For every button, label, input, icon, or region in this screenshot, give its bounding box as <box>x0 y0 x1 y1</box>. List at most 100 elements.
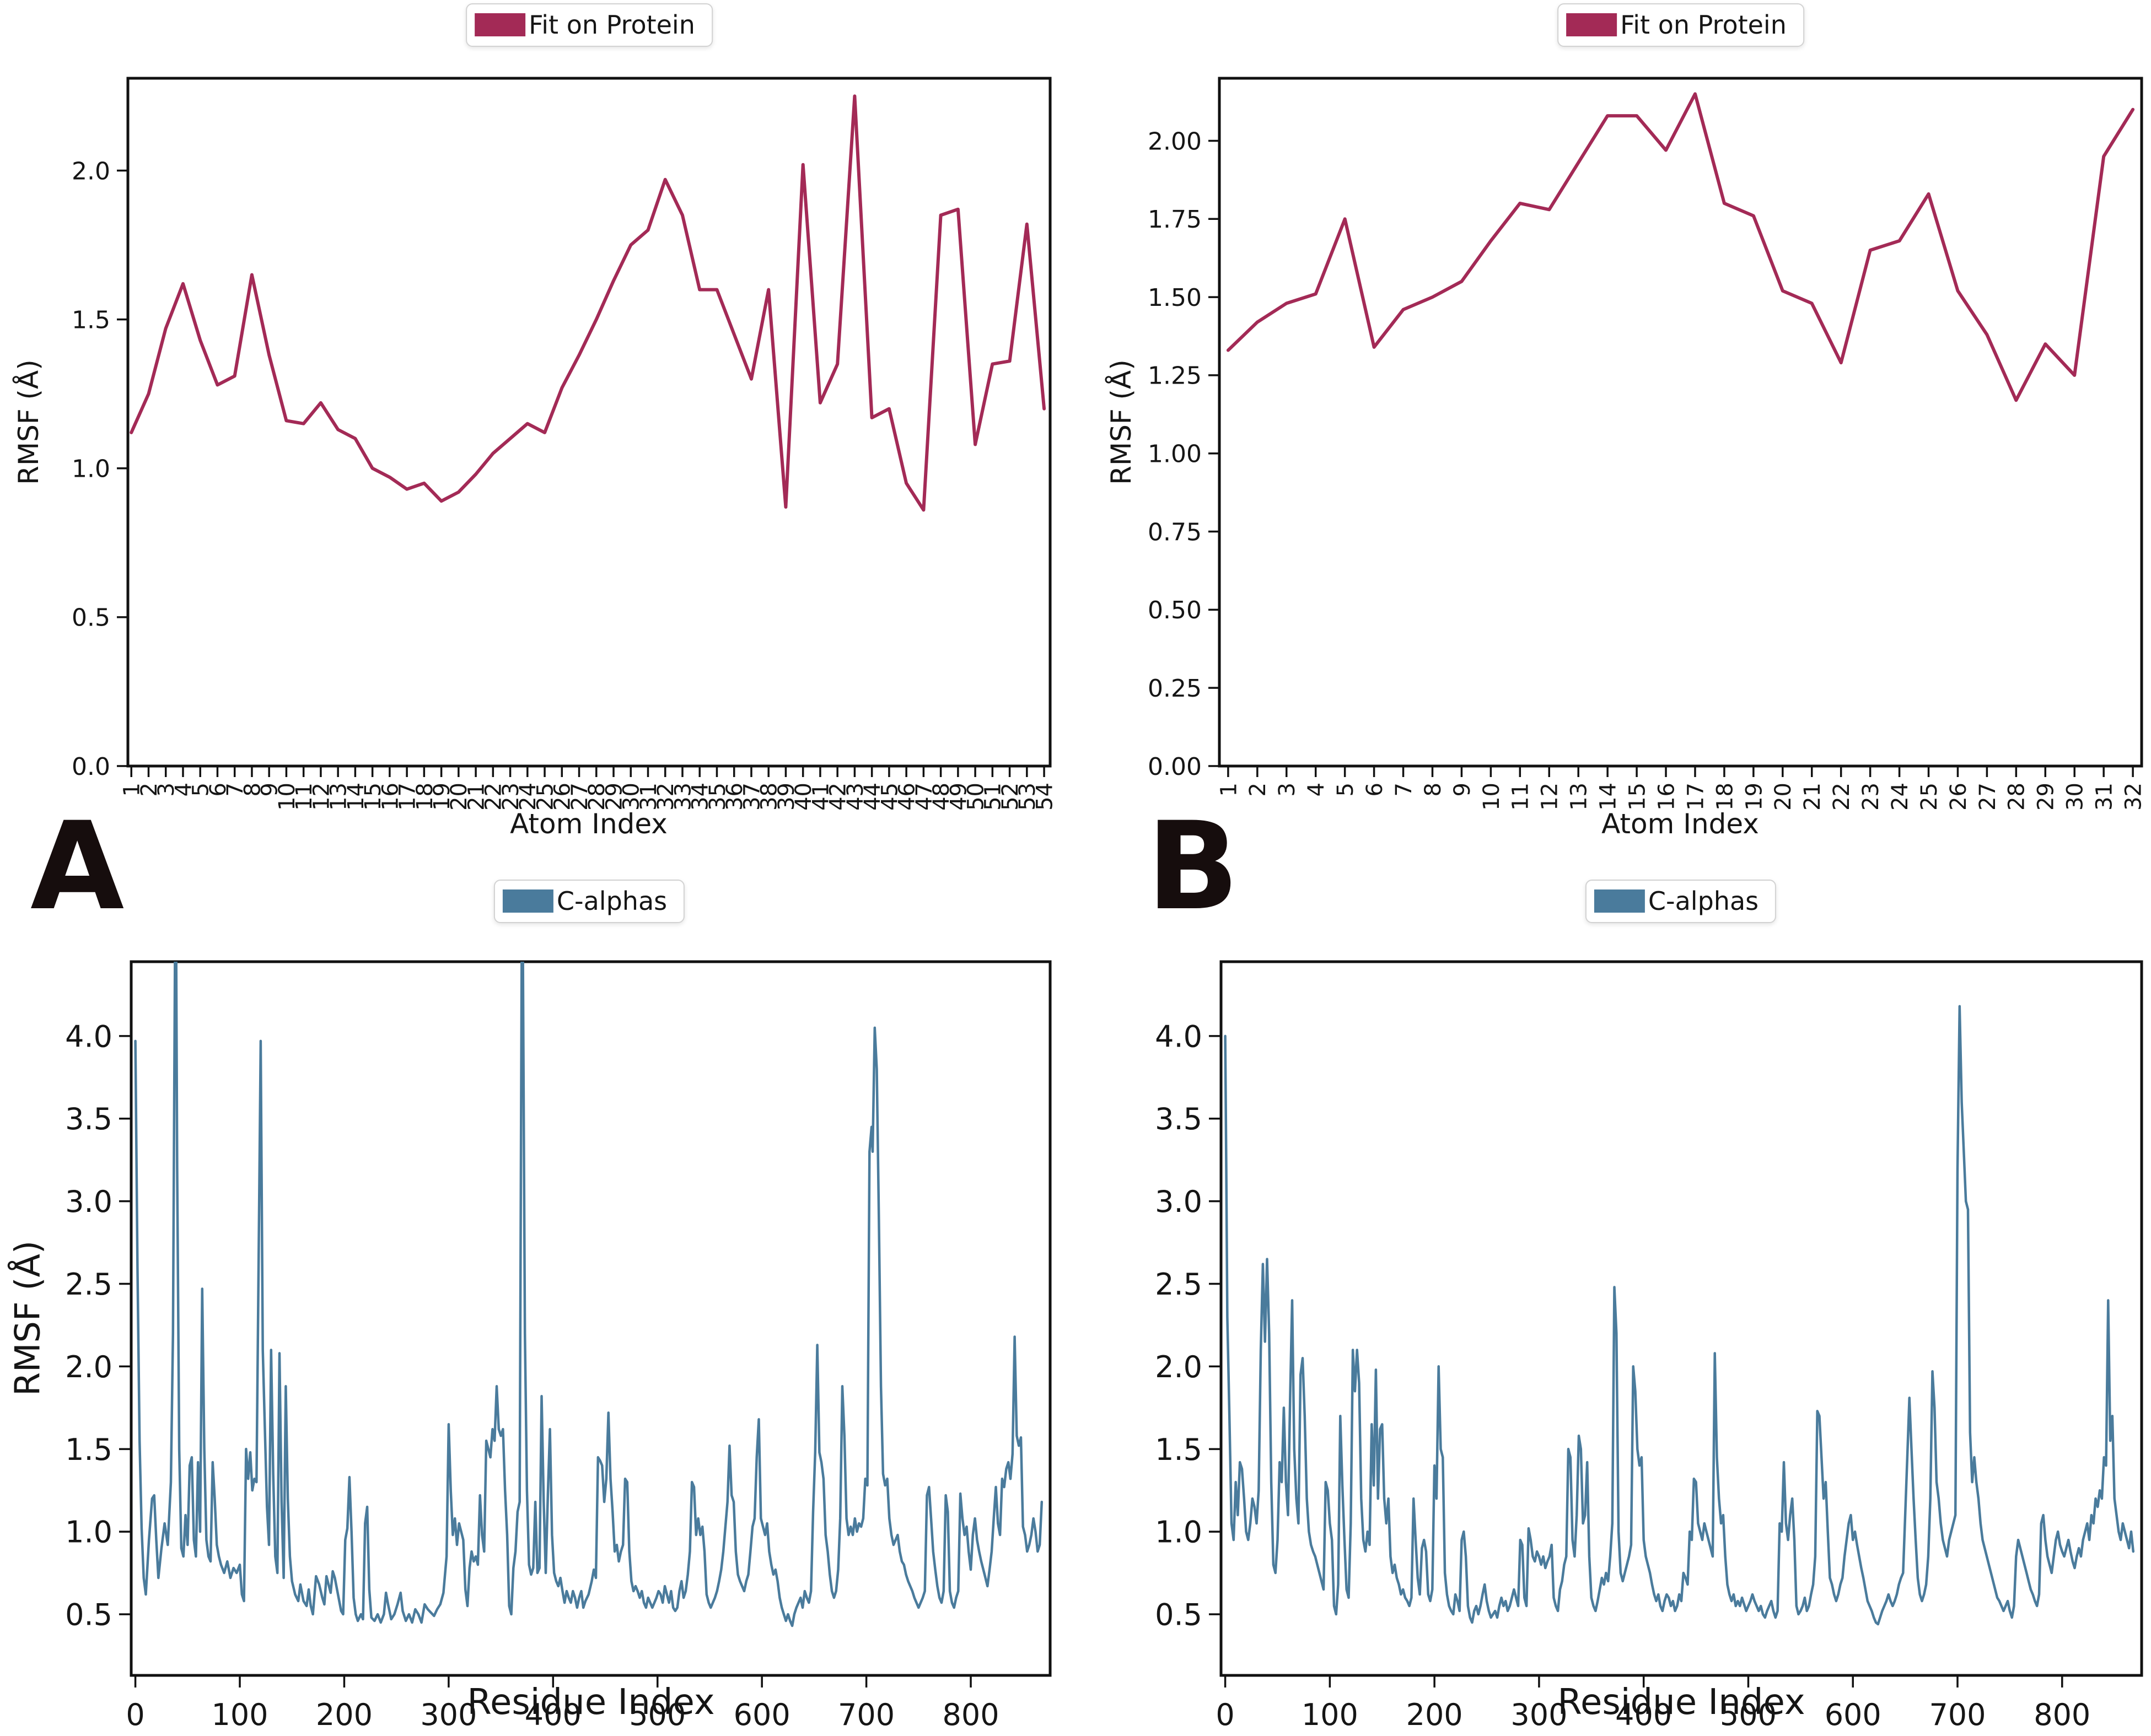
svg-text:2: 2 <box>137 783 162 796</box>
svg-text:0.25: 0.25 <box>1148 675 1202 703</box>
svg-text:1.0: 1.0 <box>1155 1515 1202 1550</box>
svg-text:700: 700 <box>838 1697 895 1732</box>
svg-text:0.50: 0.50 <box>1148 596 1202 624</box>
svg-text:27: 27 <box>567 783 593 811</box>
svg-text:10: 10 <box>275 783 300 811</box>
svg-text:46: 46 <box>895 783 920 811</box>
svg-text:2: 2 <box>1245 783 1271 796</box>
svg-text:3.5: 3.5 <box>1155 1102 1202 1136</box>
svg-text:40: 40 <box>791 783 816 811</box>
legend-fit-on-protein-a: Fit on Protein <box>466 3 713 47</box>
svg-text:29: 29 <box>2034 783 2059 811</box>
svg-text:32: 32 <box>2121 783 2147 811</box>
svg-text:300: 300 <box>1510 1697 1567 1732</box>
xlabel-top-right: Atom Index <box>1601 808 1759 840</box>
svg-text:9: 9 <box>257 783 283 796</box>
svg-text:17: 17 <box>395 783 421 811</box>
svg-text:51: 51 <box>981 783 1006 811</box>
chart-top-right-frame <box>1218 77 2143 768</box>
svg-text:100: 100 <box>211 1697 268 1732</box>
svg-text:22: 22 <box>481 783 507 811</box>
svg-text:11: 11 <box>1508 783 1534 811</box>
chart-bottom-left-line-c-alphas <box>134 962 1044 1627</box>
svg-text:0: 0 <box>126 1697 144 1732</box>
svg-text:27: 27 <box>1975 783 2001 811</box>
chart-bottom-right-tick-labels: 0 100 200 300 400 500 600 700 800 0.5 1.0 1.5 2.0 2.5… <box>1155 1019 2090 1732</box>
chart-bottom-left-tick-labels: 0 100 200 300 400 500 600 700 800 0.5 1.0 1.5 2.0 2.5… <box>65 1019 999 1732</box>
legend-c-alphas-a: C-alphas <box>493 880 685 923</box>
svg-text:50: 50 <box>963 783 988 811</box>
xlabel-bottom-right: Residue Index <box>1557 1682 1805 1723</box>
svg-text:28: 28 <box>2004 783 2030 811</box>
svg-text:5: 5 <box>1333 783 1358 796</box>
svg-text:600: 600 <box>734 1697 791 1732</box>
chart-bottom-left-ticks <box>119 1035 972 1688</box>
panel-label-b: B <box>1147 796 1239 937</box>
chart-top-left-ticks <box>117 169 1045 777</box>
svg-text:4.0: 4.0 <box>65 1019 112 1054</box>
panel-label-a: A <box>30 796 125 937</box>
svg-text:26: 26 <box>550 783 576 811</box>
svg-text:20: 20 <box>1771 783 1796 811</box>
svg-text:39: 39 <box>774 783 799 811</box>
legend-swatch-protein-b <box>1566 13 1617 37</box>
svg-text:3.5: 3.5 <box>65 1102 112 1136</box>
chart-bottom-left-frame <box>130 960 1052 1677</box>
svg-text:22: 22 <box>1829 783 1854 811</box>
svg-text:200: 200 <box>1406 1697 1463 1732</box>
svg-text:49: 49 <box>946 783 971 811</box>
svg-text:25: 25 <box>533 783 558 811</box>
svg-text:35: 35 <box>705 783 730 811</box>
svg-text:1.0: 1.0 <box>72 455 110 483</box>
svg-text:29: 29 <box>601 783 627 811</box>
svg-text:31: 31 <box>636 783 662 811</box>
svg-text:1.00: 1.00 <box>1148 440 1202 468</box>
svg-text:33: 33 <box>670 783 696 811</box>
svg-text:7: 7 <box>223 783 248 796</box>
svg-text:2.5: 2.5 <box>1155 1267 1202 1302</box>
legend-fit-on-protein-b: Fit on Protein <box>1557 3 1804 47</box>
svg-text:2.5: 2.5 <box>65 1267 112 1302</box>
svg-text:3.0: 3.0 <box>65 1184 112 1219</box>
legend-swatch-calphas-b <box>1594 889 1645 913</box>
chart-bottom-left: 0 100 200 300 400 500 600 700 800 0.5 1.0 1.5 2.0 2.5… <box>65 960 1052 1732</box>
svg-text:2.0: 2.0 <box>1155 1350 1202 1384</box>
svg-text:17: 17 <box>1683 783 1708 811</box>
svg-text:4: 4 <box>171 783 196 796</box>
svg-text:0.5: 0.5 <box>1155 1598 1202 1632</box>
svg-text:15: 15 <box>1625 783 1650 811</box>
svg-text:12: 12 <box>309 783 334 811</box>
legend-label: Fit on Protein <box>1620 10 1787 40</box>
chart-top-left-line-fit-on-protein <box>130 94 1046 512</box>
svg-text:16: 16 <box>378 783 403 811</box>
chart-top-right-line-fit-on-protein <box>1226 92 2135 402</box>
svg-text:18: 18 <box>1712 783 1738 811</box>
legend-swatch-protein-a <box>475 13 526 37</box>
svg-text:44: 44 <box>860 783 885 811</box>
svg-text:200: 200 <box>316 1697 373 1732</box>
svg-text:2.00: 2.00 <box>1148 127 1202 155</box>
svg-text:16: 16 <box>1654 783 1679 811</box>
svg-text:0.5: 0.5 <box>72 604 110 632</box>
svg-text:5: 5 <box>189 783 214 796</box>
svg-text:23: 23 <box>498 783 524 811</box>
svg-text:11: 11 <box>292 783 317 811</box>
legend-label: C-alphas <box>1648 886 1759 916</box>
legend-label: Fit on Protein <box>529 10 695 40</box>
svg-text:13: 13 <box>326 783 352 811</box>
svg-text:6: 6 <box>206 783 231 796</box>
svg-text:1.75: 1.75 <box>1148 206 1202 234</box>
svg-text:48: 48 <box>929 783 954 811</box>
svg-text:21: 21 <box>464 783 489 811</box>
svg-text:43: 43 <box>843 783 868 811</box>
svg-text:28: 28 <box>584 783 610 811</box>
legend-label: C-alphas <box>556 886 668 916</box>
chart-top-right-tick-labels: 1 2 3 4 5 6 7 8 9 10 11 12 13 14 15 16 17 18 19 20 21 22 23 24 2… <box>1148 127 2146 811</box>
svg-text:34: 34 <box>688 783 713 811</box>
svg-text:1: 1 <box>120 783 145 796</box>
svg-text:18: 18 <box>412 783 438 811</box>
svg-text:30: 30 <box>619 783 644 811</box>
svg-text:31: 31 <box>2092 783 2117 811</box>
ylabel-bottom-left: RMSF (Å) <box>7 1240 48 1397</box>
